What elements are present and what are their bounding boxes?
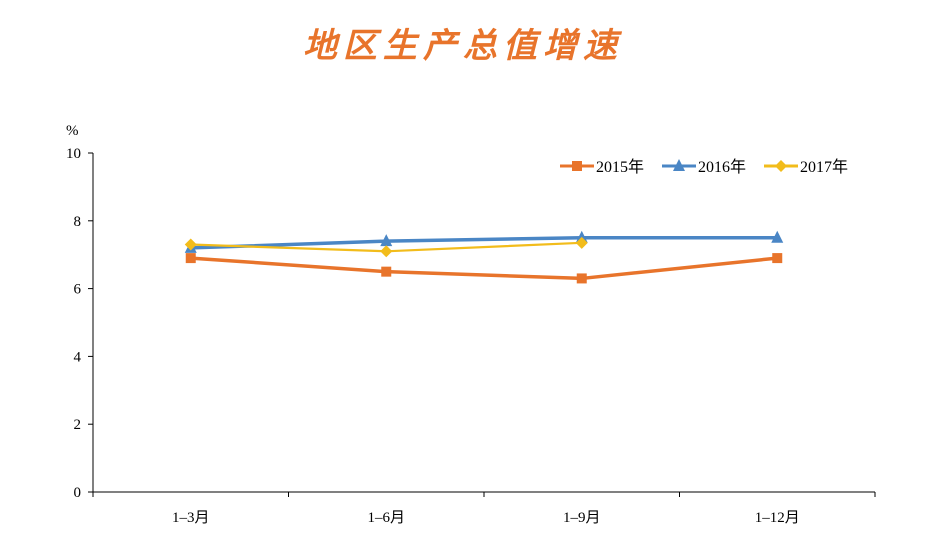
y-tick-label: 4: [74, 349, 82, 365]
y-tick-label: 10: [66, 146, 81, 162]
legend-label: 2017年: [800, 158, 848, 176]
legend-item-1: 2016年: [662, 158, 746, 176]
x-tick-label: 1–6月: [367, 510, 405, 526]
legend-swatch-marker: [775, 160, 787, 172]
data-point: [575, 236, 588, 249]
data-point: [185, 253, 196, 264]
y-axis-unit: %: [66, 123, 79, 139]
chart-title: 地区生产总值增速: [303, 26, 623, 66]
x-tick-label: 1–12月: [755, 510, 800, 526]
y-tick-label: 6: [74, 282, 82, 298]
y-tick-label: 8: [74, 214, 82, 230]
legend-item-2: 2017年: [764, 158, 848, 176]
data-point: [380, 245, 393, 258]
series-2: [184, 236, 588, 258]
legend-item-0: 2015年: [560, 158, 644, 176]
data-point: [380, 234, 393, 247]
axes: [92, 153, 875, 493]
legend-label: 2015年: [596, 158, 644, 176]
legend: 2015年 2016年 2017年: [560, 158, 848, 176]
data-point: [576, 273, 587, 284]
legend-swatch-marker: [572, 161, 582, 171]
x-tick-label: 1–9月: [563, 510, 601, 526]
legend-swatch-marker: [673, 159, 685, 171]
series-line: [190, 236, 778, 250]
x-axis-ticks: 1–3月 1–6月 1–9月 1–12月: [92, 492, 876, 526]
data-point: [575, 230, 588, 243]
data-point: [772, 253, 783, 264]
series-1: [184, 230, 784, 253]
series-layer: [184, 230, 784, 284]
data-point: [184, 238, 197, 251]
y-tick-label: 0: [74, 485, 82, 501]
data-point: [381, 266, 392, 277]
legend-label: 2016年: [698, 158, 746, 176]
y-axis-ticks: 0 2 4 6 8 10: [66, 146, 93, 501]
data-point: [771, 230, 784, 243]
x-tick-label: 1–3月: [172, 510, 210, 526]
series-0: [185, 253, 783, 284]
y-tick-label: 2: [74, 417, 82, 433]
series-line: [190, 256, 778, 281]
